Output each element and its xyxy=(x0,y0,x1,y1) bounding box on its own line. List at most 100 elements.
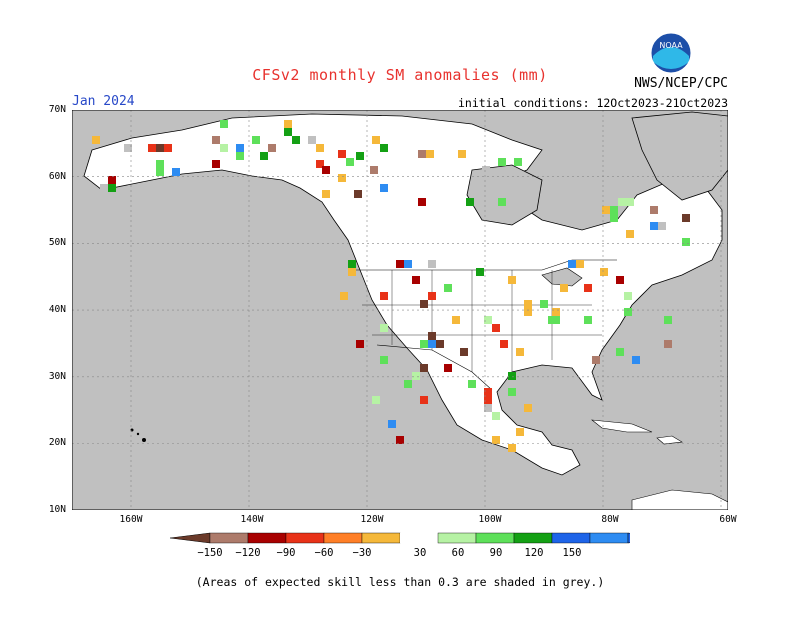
anomaly-cell xyxy=(624,292,632,300)
lat-label: 10N xyxy=(48,504,66,515)
anomaly-cell xyxy=(380,324,388,332)
skill-note: (Areas of expected skill less than 0.3 a… xyxy=(195,575,605,589)
noaa-logo: NOAA xyxy=(650,32,692,78)
anomaly-cell xyxy=(492,412,500,420)
anomaly-cell xyxy=(592,356,600,364)
anomaly-cell xyxy=(380,144,388,152)
anomaly-cell xyxy=(540,300,548,308)
org-label: NWS/NCEP/CPC xyxy=(634,76,728,91)
anomaly-cell xyxy=(316,160,324,168)
colorbar-box xyxy=(209,532,249,544)
anomaly-cell xyxy=(484,388,492,396)
lon-label: 100W xyxy=(478,514,502,525)
anomaly-cell xyxy=(292,136,300,144)
anomaly-cell xyxy=(220,144,228,152)
anomaly-cell xyxy=(444,364,452,372)
anomaly-cell xyxy=(516,428,524,436)
anomaly-cell xyxy=(338,150,346,158)
colorbar-tick: 30 xyxy=(413,547,427,559)
anomaly-cell xyxy=(584,316,592,324)
anomaly-cell xyxy=(420,364,428,372)
anomaly-cell xyxy=(560,284,568,292)
us-canada-border xyxy=(352,259,617,271)
anomaly-cell xyxy=(626,198,634,206)
colorbar-tick: 60 xyxy=(451,547,465,559)
anomaly-cell xyxy=(124,144,132,152)
colorbar-arrow-left xyxy=(169,532,211,544)
anomaly-cell xyxy=(420,396,428,404)
anomaly-cell xyxy=(428,292,436,300)
anomaly-cell xyxy=(610,214,618,222)
anomaly-cell xyxy=(236,144,244,152)
colorbar-box xyxy=(589,532,629,544)
anomaly-cell xyxy=(100,184,108,192)
anomaly-cell xyxy=(172,168,180,176)
anomaly-cell xyxy=(508,276,516,284)
anomaly-cell xyxy=(468,380,476,388)
anomaly-cell xyxy=(458,150,466,158)
anomaly-cell xyxy=(212,160,220,168)
colorbar-tick: 120 xyxy=(524,547,544,559)
anomaly-cell xyxy=(664,316,672,324)
anomaly-cell xyxy=(552,308,560,316)
anomaly-cell xyxy=(444,284,452,292)
anomaly-cell xyxy=(576,260,584,268)
anomaly-cell xyxy=(260,152,268,160)
anomaly-cell xyxy=(284,120,292,128)
anomaly-cell xyxy=(372,136,380,144)
lon-label: 80W xyxy=(601,514,619,525)
colorbar-box xyxy=(400,533,438,543)
anomaly-cell xyxy=(164,144,172,152)
hispaniola xyxy=(656,435,683,445)
anomaly-cell xyxy=(348,268,356,276)
anomaly-cell xyxy=(524,404,532,412)
lat-label: 40N xyxy=(48,304,66,315)
anomaly-cell xyxy=(508,444,516,452)
anomaly-cell xyxy=(284,128,292,136)
anomaly-cell xyxy=(492,324,500,332)
anomaly-cell xyxy=(500,340,508,348)
anomaly-cell xyxy=(418,198,426,206)
colorbar-box xyxy=(551,532,591,544)
colorbar-tick: −60 xyxy=(314,547,334,559)
logo-text: NOAA xyxy=(659,41,683,50)
lon-label: 120W xyxy=(360,514,384,525)
anomaly-cell xyxy=(682,214,690,222)
anomaly-cell xyxy=(220,120,228,128)
anomaly-cell xyxy=(600,268,608,276)
anomaly-cell xyxy=(624,308,632,316)
anomaly-cell xyxy=(484,316,492,324)
lat-lon-grid xyxy=(72,110,728,510)
anomaly-cell xyxy=(156,160,164,168)
anomaly-cell xyxy=(484,404,492,412)
colorbar-tick: −90 xyxy=(276,547,296,559)
anomaly-cell xyxy=(428,260,436,268)
anomaly-patches xyxy=(92,120,690,452)
colorbar-tick: −30 xyxy=(352,547,372,559)
anomaly-cell xyxy=(460,348,468,356)
greenland xyxy=(631,111,729,201)
map-title: CFSv2 monthly SM anomalies (mm) xyxy=(252,66,548,84)
colorbar-box xyxy=(513,532,553,544)
anomaly-cell xyxy=(428,332,436,340)
anomaly-cell xyxy=(322,190,330,198)
anomaly-cell xyxy=(484,396,492,404)
colorbar-box xyxy=(247,532,287,544)
anomaly-cell xyxy=(236,152,244,160)
anomaly-cell xyxy=(212,136,220,144)
anomaly-cell xyxy=(340,292,348,300)
anomaly-cell xyxy=(650,206,658,214)
cuba xyxy=(591,419,653,433)
anomaly-cell xyxy=(584,284,592,292)
anomaly-cell xyxy=(476,268,484,276)
anomaly-cell xyxy=(348,260,356,268)
anomaly-cell xyxy=(524,308,532,316)
colorbar-box xyxy=(285,532,325,544)
anomaly-cell xyxy=(498,198,506,206)
anomaly-cell xyxy=(338,174,346,182)
anomaly-cell xyxy=(370,166,378,174)
anomaly-cell xyxy=(498,158,506,166)
forecast-month: Jan 2024 xyxy=(72,94,135,109)
anomaly-cell xyxy=(664,340,672,348)
colorbar-arrow-right xyxy=(627,532,669,544)
